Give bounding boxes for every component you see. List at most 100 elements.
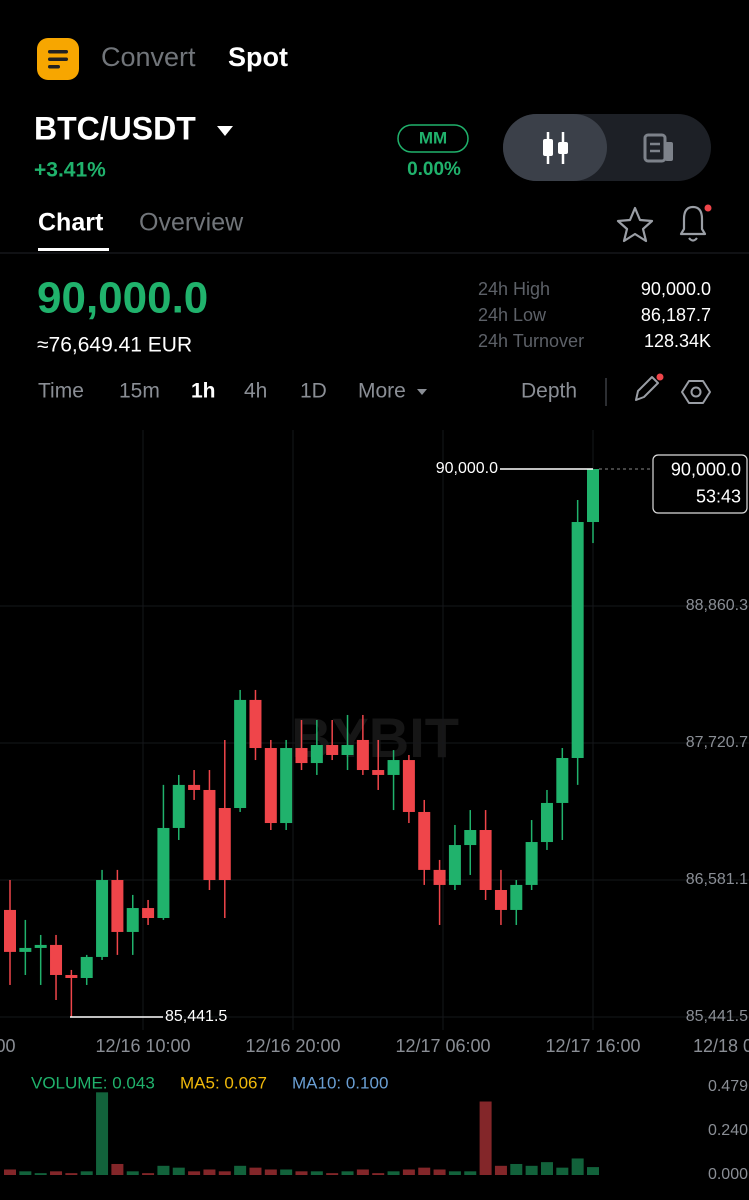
candle-body [310, 745, 323, 764]
draw-tool[interactable] [635, 373, 664, 401]
candle-body [234, 699, 247, 809]
candle-body [264, 748, 277, 824]
volume-bar [280, 1169, 293, 1175]
candle-icon-body [558, 142, 568, 154]
volume-bar [387, 1171, 400, 1175]
dropdown-arrow [417, 389, 427, 395]
tab-underline [38, 248, 109, 251]
candle-body [172, 784, 185, 828]
notification-dot [656, 373, 664, 381]
stat-label: 24h High [478, 279, 550, 299]
pencil-icon [635, 376, 659, 401]
pair-dropdown[interactable] [217, 126, 233, 136]
x-tick-label: 12/17 06:00 [395, 1036, 490, 1056]
volume-tick-label: 0.000 [708, 1166, 748, 1183]
depth-button[interactable]: Depth [521, 380, 577, 403]
volume-bar [249, 1167, 262, 1175]
last-price-box [652, 454, 748, 514]
candle-body [50, 944, 63, 975]
y-tick-label: 88,860.3 [686, 597, 748, 614]
volume-bar [126, 1171, 139, 1175]
candle-body [188, 784, 201, 790]
pair-symbol[interactable]: BTC/USDT [34, 110, 196, 146]
info-view-button[interactable] [643, 133, 673, 163]
low-marker-label: 85,441.5 [165, 1008, 227, 1025]
candle-body [479, 830, 492, 890]
volume-bar [402, 1169, 415, 1175]
candle-body [387, 760, 400, 775]
interval-option[interactable]: 4h [244, 380, 267, 403]
candle-body [126, 908, 139, 932]
stat-value: 86,187.7 [641, 305, 711, 325]
icon-line [48, 50, 68, 54]
volume-bar [587, 1167, 599, 1175]
mm-badge[interactable] [397, 124, 469, 153]
alert-bell[interactable] [679, 204, 712, 242]
volume-tick-label: 0.479 [708, 1078, 748, 1095]
notification-dot [704, 204, 712, 212]
candle-body [587, 468, 599, 523]
tab-overview[interactable]: Overview [139, 209, 244, 237]
volume-bar [571, 1158, 584, 1175]
menu-button[interactable] [37, 38, 79, 80]
y-tick-label: 87,720.7 [686, 734, 748, 751]
candle-body [372, 770, 385, 775]
candle-body [433, 869, 446, 885]
doc-icon [665, 142, 673, 161]
candle-body [34, 944, 47, 948]
candle-body [540, 802, 553, 843]
pair-change: +3.41% [34, 159, 106, 182]
candle-body [356, 739, 369, 771]
volume-bar [157, 1165, 170, 1175]
candle-body [418, 811, 431, 870]
volume-bar [80, 1171, 93, 1175]
mm-value: 0.00% [407, 159, 461, 180]
volume-bar [556, 1167, 569, 1175]
candle-body [494, 889, 507, 910]
volume-bar [479, 1101, 492, 1175]
candle-body [341, 745, 354, 755]
chart-settings[interactable] [681, 380, 711, 404]
volume-tick-label: 0.240 [708, 1122, 748, 1139]
volume-bar [142, 1173, 155, 1175]
tab-convert[interactable]: Convert [101, 42, 196, 72]
icon-line [48, 65, 60, 69]
stat-value: 128.34K [644, 331, 711, 351]
candle-body [65, 974, 78, 978]
x-tick-label: 00:00 [0, 1036, 16, 1056]
volume-bar [34, 1173, 47, 1175]
interval-option[interactable]: 1h [191, 380, 216, 403]
candle-body [464, 830, 477, 846]
favorite-star[interactable] [616, 206, 654, 243]
volume-bar [418, 1167, 431, 1175]
volume-bar [295, 1171, 308, 1175]
last-price: 90,000.0 [37, 274, 208, 323]
candle-body [218, 808, 231, 881]
candle-body [448, 845, 461, 885]
countdown: 53:43 [696, 487, 741, 507]
bell-icon [688, 237, 698, 242]
y-tick-label: 85,441.5 [686, 1008, 748, 1025]
x-tick-label: 12/16 10:00 [95, 1036, 190, 1056]
interval-option[interactable]: Time [38, 380, 84, 403]
chart-view-button[interactable] [503, 114, 607, 181]
interval-option[interactable]: More [358, 380, 406, 403]
candle-body [326, 745, 339, 755]
candle-body [295, 748, 308, 764]
interval-option[interactable]: 1D [300, 380, 327, 403]
tab-chart[interactable]: Chart [38, 209, 104, 237]
volume-bar [341, 1171, 354, 1175]
stat-label: 24h Turnover [478, 331, 584, 351]
candle-body [4, 909, 16, 952]
interval-option[interactable]: 15m [119, 380, 160, 403]
fiat-price: ≈76,649.41 EUR [37, 334, 192, 357]
tab-spot[interactable]: Spot [228, 42, 288, 72]
volume-legend: MA5: 0.067 [180, 1073, 267, 1092]
last-price-label: 90,000.0 [671, 460, 741, 480]
volume-bar [448, 1171, 461, 1175]
stat-value: 90,000.0 [641, 279, 711, 299]
volume-bar [188, 1171, 201, 1175]
volume-bar [494, 1165, 507, 1175]
